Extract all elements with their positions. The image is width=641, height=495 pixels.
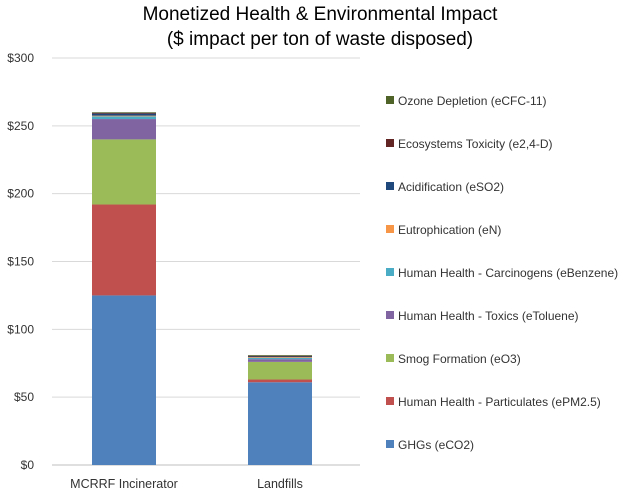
legend-swatch: [386, 139, 394, 147]
bar-segment: [248, 359, 312, 362]
bar-segment: [92, 112, 156, 114]
bar-segment: [92, 113, 156, 116]
legend-swatch: [386, 440, 394, 448]
legend-label: Human Health - Carcinogens (eBenzene): [398, 266, 618, 280]
bar-segment: [248, 361, 312, 380]
bar-segment: [92, 119, 156, 140]
bar-segment: [248, 379, 312, 383]
y-tick-label: $0: [21, 458, 35, 472]
bar-segment: [92, 295, 156, 465]
legend-label: Eutrophication (eN): [398, 223, 501, 237]
chart-title: Monetized Health & Environmental Impact: [143, 4, 499, 25]
legend: Ozone Depletion (eCFC-11) Ecosystems Toxi…: [386, 94, 618, 452]
y-tick-label: $250: [7, 119, 34, 133]
y-tick-label: $100: [7, 322, 34, 336]
chart-subtitle: ($ impact per ton of waste disposed): [167, 29, 473, 50]
legend-swatch: [386, 96, 394, 104]
y-tick-label: $50: [14, 390, 34, 404]
y-tick-label: $200: [7, 187, 34, 201]
category-label: MCRRF Incinerator: [70, 477, 178, 491]
bars: [92, 112, 312, 465]
bar-segment: [92, 204, 156, 296]
legend-label: Ecosystems Toxicity (e2,4-D): [398, 137, 552, 151]
bar-segment: [248, 357, 312, 358]
legend-label: Acidification (eSO2): [398, 180, 504, 194]
legend-label: Human Health - Particulates (ePM2.5): [398, 395, 601, 409]
bar-segment: [248, 356, 312, 358]
legend-swatch: [386, 225, 394, 233]
x-axis-categories: MCRRF Incinerator Landfills: [70, 477, 303, 491]
bar-segment: [92, 116, 156, 120]
legend-swatch: [386, 354, 394, 362]
legend-swatch: [386, 268, 394, 276]
bar-segment: [248, 357, 312, 360]
bar-segment: [92, 112, 156, 113]
legend-label: GHGs (eCO2): [398, 438, 474, 452]
bar-segment: [248, 355, 312, 356]
y-axis-ticks: $0 $50 $100 $150 $200 $250 $300: [7, 51, 34, 472]
legend-swatch: [386, 182, 394, 190]
bar-segment: [92, 115, 156, 117]
legend-swatch: [386, 397, 394, 405]
category-label: Landfills: [257, 477, 303, 491]
legend-label: Ozone Depletion (eCFC-11): [398, 94, 547, 108]
bar-segment: [92, 139, 156, 205]
legend-label: Human Health - Toxics (eToluene): [398, 309, 579, 323]
y-tick-label: $150: [7, 255, 34, 269]
legend-swatch: [386, 311, 394, 319]
bar-segment: [248, 355, 312, 357]
y-tick-label: $300: [7, 51, 34, 65]
legend-label: Smog Formation (eO3): [398, 352, 521, 366]
bar-segment: [248, 382, 312, 465]
